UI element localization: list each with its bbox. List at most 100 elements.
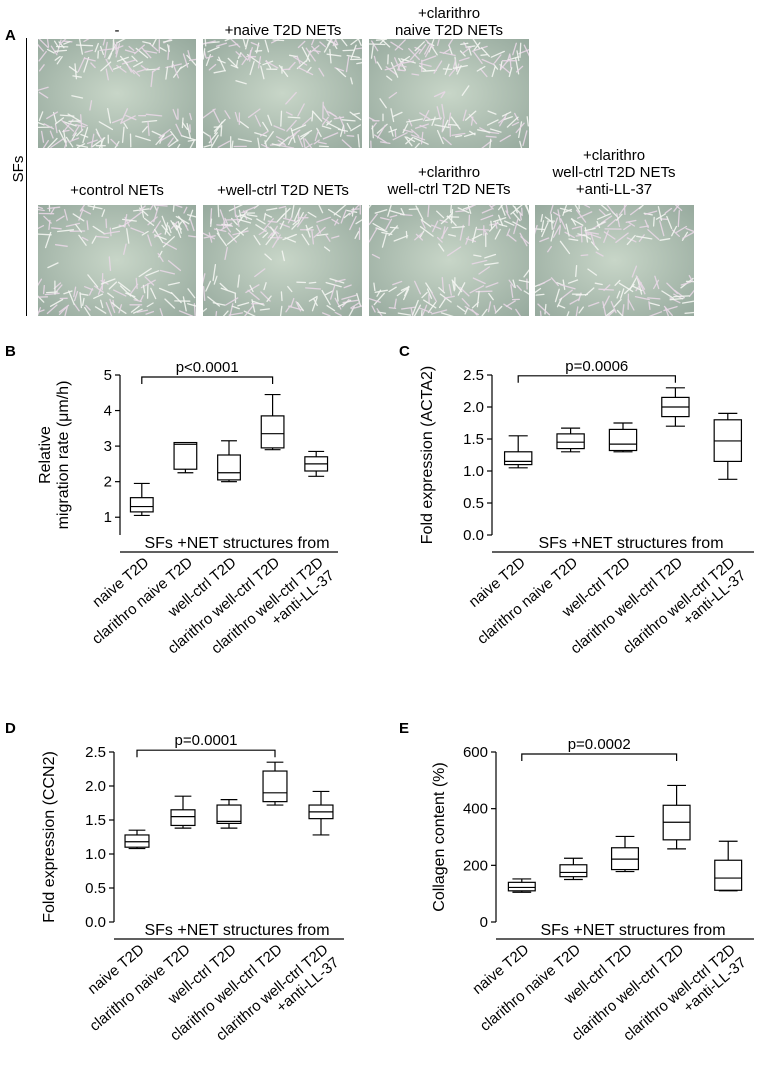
chart-d-ytick-label-0: 0.0: [85, 914, 106, 931]
chart-d: 0.0 0.5 1.0 1.5 2.0 2.5 Fold expression (CCN2)…: [41, 732, 344, 1044]
chart-c-iqr-1: [556, 433, 585, 450]
scratch-assay-image-1: [38, 39, 196, 148]
chart-b-box-3: [260, 393, 285, 451]
chart-d-ytick-label-2: 1.0: [85, 846, 106, 863]
scratch-assay-image-3: [369, 39, 529, 148]
chart-d-ytick-label-4: 2.0: [85, 778, 106, 795]
chart-c-iqr-0: [503, 451, 533, 466]
chart-c-group-label: SFs +NET structures from: [538, 535, 723, 552]
chart-e-iqr-4: [714, 859, 743, 891]
panel-c-letter: C: [399, 343, 410, 360]
chart-d-box-4: [308, 790, 334, 836]
panel-b-letter: B: [5, 343, 16, 360]
chart-e-category-4: clarithro well-ctrl T2D+anti-LL-37: [620, 941, 750, 1058]
chart-d-box-0: [124, 829, 150, 850]
chart-c-ytick-label-5: 2.5: [463, 367, 484, 384]
chart-e-ytick-label-3: 600: [463, 744, 488, 761]
panel-a-letter: A: [5, 27, 16, 44]
chart-c-box-2: [608, 422, 638, 453]
chart-d-sig-label: p=0.0001: [175, 732, 238, 749]
chart-e-sig-label: p=0.0002: [568, 736, 631, 753]
photo-label-1: -: [114, 22, 120, 39]
chart-b-sig-bracket: [141, 376, 274, 384]
chart-e-ytick-label-0: 0: [480, 914, 488, 931]
chart-d-ytick-label-1: 0.5: [85, 880, 106, 897]
sfs-bracket: [26, 38, 27, 316]
chart-d-box-2: [216, 798, 242, 829]
chart-c-ytick-label-2: 1.0: [463, 463, 484, 480]
photo-label-7: +clarithro well-ctrl T2D NETs +anti-LL-3…: [552, 147, 676, 198]
chart-b-ytick-label-2: 3: [104, 438, 112, 455]
chart-d-ylabel-0: Fold expression (CCN2): [41, 751, 58, 923]
chart-b-iqr-3: [260, 415, 285, 449]
chart-e-box-2: [610, 835, 640, 873]
chart-d-iqr-3: [262, 770, 288, 803]
chart-c-box-0: [503, 435, 533, 469]
chart-b-group-label: SFs +NET structures from: [144, 535, 329, 552]
chart-b-iqr-2: [217, 454, 241, 481]
scratch-assay-image-6: [369, 205, 529, 316]
chart-d-box-1: [170, 795, 196, 829]
chart-b-box-4: [304, 450, 329, 477]
chart-e-iqr-1: [559, 864, 588, 878]
chart-d-group-label: SFs +NET structures from: [144, 922, 329, 939]
chart-d-iqr-1: [170, 809, 196, 827]
scratch-assay-image-4: [38, 205, 196, 316]
chart-b-ylabel-0: Relative: [37, 426, 54, 484]
scratch-assay-image-5: [203, 205, 362, 316]
chart-c-category-4: clarithro well-ctrl T2D+anti-LL-37: [620, 554, 750, 671]
photo-label-4: +control NETs: [70, 182, 164, 199]
chart-b-box-2: [217, 440, 241, 483]
chart-c-box-4: [713, 412, 743, 480]
chart-e-group-label: SFs +NET structures from: [540, 922, 725, 939]
chart-b-iqr-1: [173, 441, 198, 470]
chart-b: 1 2 3 4 5 Relative migration rate (μm/h) p<0.00…: [37, 359, 338, 657]
photo-label-3: +clarithro naive T2D NETs: [394, 5, 504, 39]
chart-b-box-0: [129, 482, 154, 517]
photo-label-5: +well-ctrl T2D NETs: [217, 182, 349, 199]
chart-c-sig-label: p=0.0006: [565, 358, 628, 375]
chart-c-ylabel-0: Fold expression (ACTA2): [419, 366, 436, 544]
chart-e-box-0: [507, 878, 536, 893]
chart-d-ytick-label-3: 1.5: [85, 812, 106, 829]
chart-b-ylabel-1: migration rate (μm/h): [55, 381, 72, 530]
panel-d-letter: D: [5, 720, 16, 737]
sfs-label: SFs: [10, 155, 27, 183]
chart-b-ytick-label-0: 1: [104, 509, 112, 526]
chart-d-iqr-2: [216, 804, 242, 825]
chart-b-box-1: [173, 441, 198, 474]
chart-e-box-4: [714, 840, 743, 892]
chart-c-category-1: clarithro naive T2D: [474, 554, 581, 648]
chart-c: 0.0 0.5 1.0 1.5 2.0 2.5 Fold expression (ACTA2…: [419, 358, 754, 671]
chart-b-ytick-label-4: 5: [104, 367, 112, 384]
chart-e-ytick-label-1: 200: [463, 857, 488, 874]
chart-b-sig-label: p<0.0001: [176, 359, 239, 376]
photo-label-6: +clarithro well-ctrl T2D NETs: [387, 164, 511, 198]
chart-e-ylabel-0: Collagen content (%): [431, 762, 448, 911]
chart-d-iqr-0: [124, 834, 150, 848]
chart-b-iqr-0: [129, 497, 154, 513]
chart-e-box-3: [662, 784, 691, 850]
chart-c-box-3: [661, 387, 690, 427]
chart-c-ytick-label-3: 1.5: [463, 431, 484, 448]
chart-e-iqr-0: [507, 881, 536, 892]
chart-c-sig-bracket: [517, 375, 676, 383]
chart-c-box-1: [556, 427, 585, 453]
chart-d-sig-bracket: [136, 749, 276, 758]
scratch-assay-image-7: [535, 205, 694, 316]
chart-c-iqr-2: [608, 428, 638, 452]
chart-b-ytick-label-1: 2: [104, 474, 112, 491]
chart-e-ytick-label-2: 400: [463, 801, 488, 818]
scratch-assay-image-2: [203, 39, 362, 148]
chart-d-ytick-label-5: 2.5: [85, 744, 106, 761]
chart-e: 0 200 400 600 Collagen content (%) p=0.0002 SF…: [431, 736, 754, 1058]
chart-c-ytick-label-1: 0.5: [463, 495, 484, 512]
chart-c-ytick-label-0: 0.0: [463, 527, 484, 544]
panel-e-letter: E: [399, 720, 410, 737]
chart-e-sig-bracket: [521, 753, 678, 761]
photo-label-2: +naive T2D NETs: [224, 22, 342, 39]
chart-e-box-1: [559, 857, 588, 881]
chart-d-box-3: [262, 761, 288, 806]
chart-b-ytick-label-3: 4: [104, 403, 112, 420]
chart-c-ytick-label-4: 2.0: [463, 399, 484, 416]
